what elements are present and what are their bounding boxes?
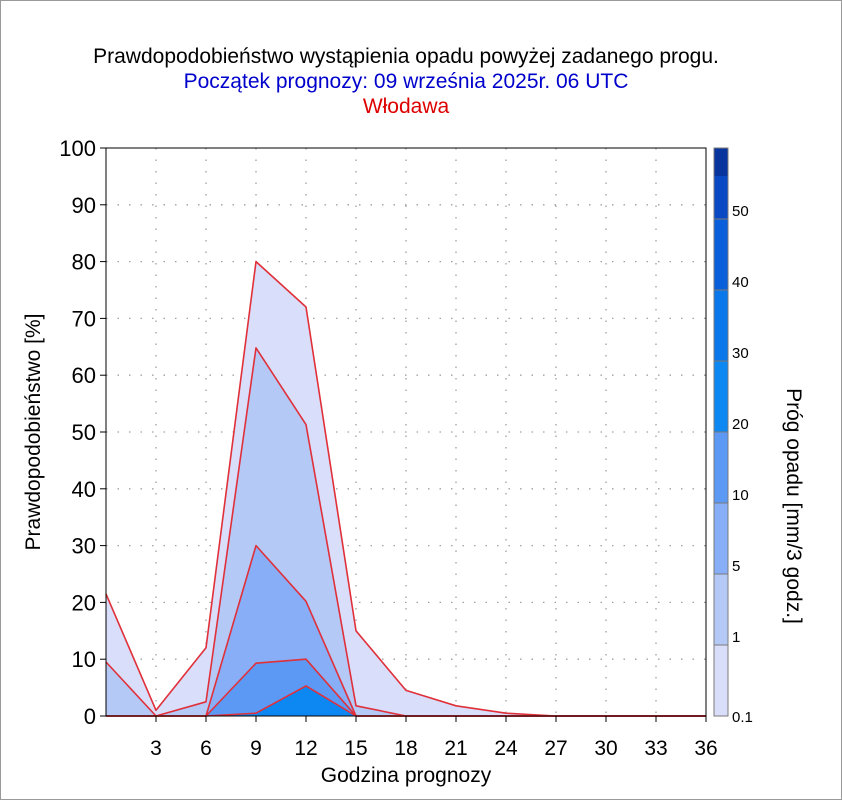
colorbar-tick-label: 5 [732, 558, 740, 575]
chart-subtitle: Początek prognozy: 09 września 2025r. 06… [184, 70, 629, 93]
probability-areas [106, 261, 706, 716]
x-tick-label: 3 [150, 737, 162, 760]
y-tick-label: 20 [72, 590, 96, 615]
x-tick-label: 15 [344, 737, 367, 760]
colorbar-segment [714, 574, 728, 645]
y-tick-label: 50 [72, 420, 96, 445]
area-threshold-10 [106, 659, 706, 716]
location-label: Włodawa [363, 95, 450, 118]
grid [106, 148, 706, 716]
colorbar-segment [714, 290, 728, 361]
chart-title: Prawdopodobieństwo wystąpienia opadu pow… [93, 45, 719, 68]
y-tick-label: 40 [72, 477, 96, 502]
colorbar-segment [714, 503, 728, 574]
y-tick-label: 90 [72, 193, 96, 218]
colorbar-segment [714, 176, 728, 219]
x-tick-label: 27 [544, 737, 567, 760]
y-tick-label: 80 [72, 250, 96, 275]
colorbar-tick-label: 20 [732, 416, 749, 433]
x-tick-label: 24 [494, 737, 518, 760]
colorbar-tick-label: 30 [732, 345, 749, 362]
x-axis: 3 6 9 12 15 18 21 24 27 30 33 36 [150, 716, 718, 760]
y-tick-label: 30 [72, 534, 96, 559]
colorbar-segment [714, 432, 728, 503]
x-tick-label: 9 [250, 737, 262, 760]
y-tick-label: 10 [72, 647, 96, 672]
x-axis-label: Godzina prognozy [321, 764, 492, 787]
colorbar-segment [714, 645, 728, 716]
y-axis: 0 10 20 30 40 50 60 70 80 90 100 [59, 136, 106, 729]
y-tick-label: 70 [72, 306, 96, 331]
x-tick-label: 33 [644, 737, 667, 760]
y-tick-label: 100 [59, 136, 96, 161]
x-tick-label: 30 [594, 737, 617, 760]
x-tick-label: 21 [444, 737, 467, 760]
colorbar-label: Próg opadu [mm/3 godz.] [782, 388, 805, 624]
x-tick-label: 36 [694, 737, 717, 760]
colorbar-segment [714, 148, 728, 176]
colorbar-tick-label: 1 [732, 629, 740, 646]
colorbar-tick-label: 50 [732, 203, 749, 220]
y-tick-label: 60 [72, 363, 96, 388]
y-tick-label: 0 [84, 704, 96, 729]
y-axis-label: Prawdopodobieństwo [%] [22, 314, 45, 551]
colorbar-segment [714, 361, 728, 432]
colorbar-tick-label: 10 [732, 487, 749, 504]
colorbar: 0.1 1 5 10 20 30 40 50 [713, 147, 753, 726]
colorbar-tick-label: 0.1 [732, 709, 753, 726]
x-tick-label: 6 [200, 737, 212, 760]
x-tick-label: 12 [294, 737, 317, 760]
x-tick-label: 18 [394, 737, 417, 760]
colorbar-segment [714, 219, 728, 290]
colorbar-tick-label: 40 [732, 274, 749, 291]
